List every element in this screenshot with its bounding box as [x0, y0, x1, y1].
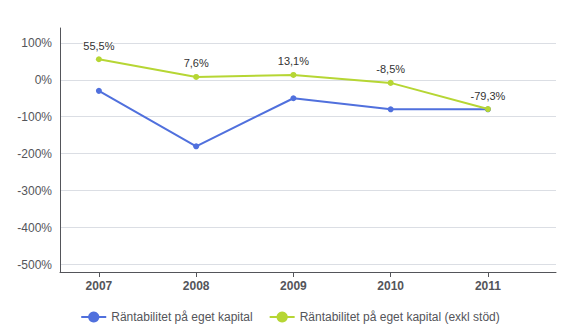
- svg-text:13,1%: 13,1%: [278, 55, 309, 67]
- svg-text:100%: 100%: [21, 36, 52, 50]
- svg-text:Räntabilitet på eget kapital: Räntabilitet på eget kapital: [111, 310, 252, 324]
- svg-text:-500%: -500%: [17, 258, 52, 272]
- svg-text:-100%: -100%: [17, 110, 52, 124]
- svg-text:-200%: -200%: [17, 147, 52, 161]
- svg-text:2008: 2008: [183, 279, 210, 293]
- svg-text:Räntabilitet på eget kapital (: Räntabilitet på eget kapital (exkl stöd): [300, 310, 500, 324]
- svg-text:-8,5%: -8,5%: [376, 63, 405, 75]
- svg-text:-400%: -400%: [17, 221, 52, 235]
- svg-text:55,5%: 55,5%: [83, 40, 114, 52]
- svg-text:2011: 2011: [475, 279, 501, 293]
- svg-text:2009: 2009: [280, 279, 307, 293]
- svg-text:-79,3%: -79,3%: [470, 90, 505, 102]
- svg-text:-300%: -300%: [17, 184, 52, 198]
- svg-text:0%: 0%: [35, 73, 53, 87]
- svg-text:2010: 2010: [377, 279, 404, 293]
- svg-text:7,6%: 7,6%: [184, 57, 209, 69]
- svg-text:2007: 2007: [86, 279, 113, 293]
